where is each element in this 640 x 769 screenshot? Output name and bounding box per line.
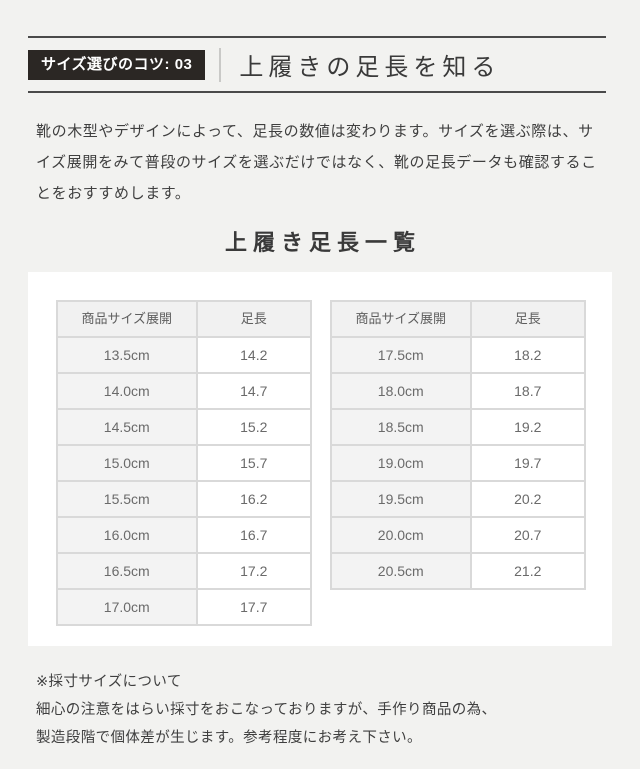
cell-size: 14.5cm — [58, 410, 196, 444]
header-top-rule — [28, 36, 606, 38]
cell-foot-length: 16.2 — [197, 482, 310, 516]
cell-foot-length: 19.2 — [471, 410, 584, 444]
cell-size: 20.0cm — [332, 518, 470, 552]
table-row: 14.0cm 14.7 — [58, 374, 310, 408]
cell-size: 17.5cm — [332, 338, 470, 372]
table-row: 19.0cm 19.7 — [332, 446, 584, 480]
header-block: サイズ選びのコツ: 03 上履きの足長を知る — [28, 36, 606, 93]
tables-container: 商品サイズ展開 足長 13.5cm 14.2 14.0cm 14.7 14.5cm 15.… — [28, 272, 612, 646]
cell-size: 20.5cm — [332, 554, 470, 588]
cell-size: 15.0cm — [58, 446, 196, 480]
table-row: 20.5cm 21.2 — [332, 554, 584, 588]
tip-number-badge: サイズ選びのコツ: 03 — [28, 49, 206, 80]
cell-foot-length: 15.2 — [197, 410, 310, 444]
section-title: 上履き足長一覧 — [224, 230, 421, 255]
cell-foot-length: 14.7 — [197, 374, 310, 408]
header-row: サイズ選びのコツ: 03 上履きの足長を知る — [28, 38, 606, 91]
table-row: 18.0cm 18.7 — [332, 374, 584, 408]
intro-paragraph: 靴の木型やデザインによって、足長の数値は変わります。サイズを選ぶ際は、サイズ展開… — [36, 123, 597, 202]
table-row: 17.5cm 18.2 — [332, 338, 584, 372]
table-row: 18.5cm 19.2 — [332, 410, 584, 444]
table-row: 20.0cm 20.7 — [332, 518, 584, 552]
cell-foot-length: 20.2 — [471, 482, 584, 516]
column-header-length: 足長 — [197, 302, 310, 336]
page-title: 上履きの足長を知る — [239, 54, 501, 81]
cell-foot-length: 16.7 — [197, 518, 310, 552]
column-header-size: 商品サイズ展開 — [58, 302, 196, 336]
table-row: 15.5cm 16.2 — [58, 482, 310, 516]
footnote-line: ※採寸サイズについて — [36, 674, 182, 690]
cell-foot-length: 20.7 — [471, 518, 584, 552]
footnote-line: 製造段階で個体差が生じます。参考程度にお考え下さい。 — [36, 730, 422, 746]
table-row: 19.5cm 20.2 — [332, 482, 584, 516]
table-row: 16.5cm 17.2 — [58, 554, 310, 588]
table-row: 16.0cm 16.7 — [58, 518, 310, 552]
cell-foot-length: 15.7 — [197, 446, 310, 480]
cell-foot-length: 18.2 — [471, 338, 584, 372]
cell-size: 14.0cm — [58, 374, 196, 408]
cell-size: 19.0cm — [332, 446, 470, 480]
cell-size: 16.0cm — [58, 518, 196, 552]
footnote-line: 細心の注意をはらい採寸をおこなっておりますが、手作り商品の為、 — [36, 702, 497, 718]
cell-size: 18.5cm — [332, 410, 470, 444]
size-table-left: 商品サイズ展開 足長 13.5cm 14.2 14.0cm 14.7 14.5cm 15.… — [56, 300, 312, 626]
cell-foot-length: 21.2 — [471, 554, 584, 588]
table-row: 14.5cm 15.2 — [58, 410, 310, 444]
table-header-row: 商品サイズ展開 足長 — [332, 302, 584, 336]
cell-foot-length: 14.2 — [197, 338, 310, 372]
table-row: 15.0cm 15.7 — [58, 446, 310, 480]
column-header-size: 商品サイズ展開 — [332, 302, 470, 336]
cell-size: 13.5cm — [58, 338, 196, 372]
measurement-footnote: ※採寸サイズについて 細心の注意をはらい採寸をおこなっておりますが、手作り商品の… — [36, 668, 616, 752]
cell-foot-length: 18.7 — [471, 374, 584, 408]
table-row: 13.5cm 14.2 — [58, 338, 310, 372]
cell-size: 19.5cm — [332, 482, 470, 516]
table-body-right: 17.5cm 18.2 18.0cm 18.7 18.5cm 19.2 19.0cm 19.7… — [332, 338, 584, 588]
cell-size: 15.5cm — [58, 482, 196, 516]
column-header-length: 足長 — [471, 302, 584, 336]
header-divider — [219, 47, 222, 82]
cell-foot-length: 17.2 — [197, 554, 310, 588]
table-header-row: 商品サイズ展開 足長 — [58, 302, 310, 336]
table-body-left: 13.5cm 14.2 14.0cm 14.7 14.5cm 15.2 15.0cm 15.7… — [58, 338, 310, 624]
size-table-right: 商品サイズ展開 足長 17.5cm 18.2 18.0cm 18.7 18.5cm 19.… — [330, 300, 586, 590]
cell-foot-length: 17.7 — [197, 590, 310, 624]
cell-foot-length: 19.7 — [471, 446, 584, 480]
size-table-card: 商品サイズ展開 足長 13.5cm 14.2 14.0cm 14.7 14.5cm 15.… — [28, 272, 612, 646]
cell-size: 18.0cm — [332, 374, 470, 408]
table-row: 17.0cm 17.7 — [58, 590, 310, 624]
cell-size: 17.0cm — [58, 590, 196, 624]
cell-size: 16.5cm — [58, 554, 196, 588]
header-bottom-rule — [28, 91, 606, 93]
